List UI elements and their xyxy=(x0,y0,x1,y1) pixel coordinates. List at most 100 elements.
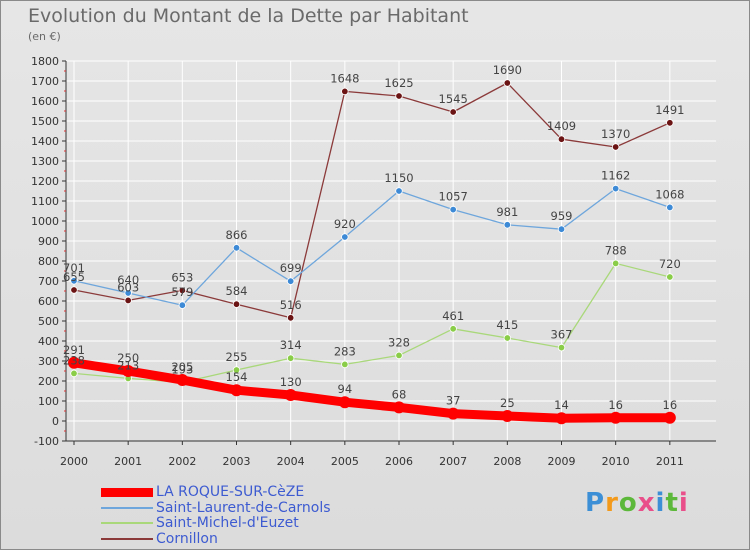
data-point xyxy=(666,273,674,281)
data-label: 37 xyxy=(446,394,461,408)
x-tick-label: 2007 xyxy=(439,455,467,468)
data-label: 655 xyxy=(63,270,85,284)
data-label: 193 xyxy=(171,362,193,376)
chart-title: Evolution du Montant de la Dette par Hab… xyxy=(28,5,469,27)
axes xyxy=(62,60,716,445)
data-point xyxy=(449,325,457,333)
y-tick-label: 200 xyxy=(38,375,59,388)
data-label: 1491 xyxy=(655,103,684,117)
data-label: 1625 xyxy=(384,76,413,90)
data-label: 1409 xyxy=(547,119,576,133)
data-label: 415 xyxy=(496,318,518,332)
legend-swatch xyxy=(101,506,153,509)
x-tick-label: 2009 xyxy=(548,455,576,468)
legend-label: LA ROQUE-SUR-CèZE xyxy=(156,484,305,500)
data-point xyxy=(503,79,512,87)
chart-subtitle: (en €) xyxy=(28,30,61,43)
data-label: 154 xyxy=(226,370,248,384)
data-point xyxy=(395,351,403,360)
data-point xyxy=(178,286,187,295)
data-point xyxy=(555,412,568,425)
data-label: 14 xyxy=(554,398,569,412)
y-tick-label: 1400 xyxy=(31,135,59,148)
y-tick-label: 1200 xyxy=(31,175,59,188)
data-point xyxy=(611,184,620,193)
series-line xyxy=(73,82,671,319)
y-tick-label: -100 xyxy=(34,435,59,448)
data-point xyxy=(122,365,135,377)
y-tick-labels: -100 0 100 200 300 400 500 600 700 800 900 1000 1100… xyxy=(31,55,59,448)
data-label: 1648 xyxy=(330,71,359,85)
y-tick-label: 0 xyxy=(52,415,59,428)
y-tick-label: 1100 xyxy=(31,195,59,208)
logo-letter: r xyxy=(605,488,619,518)
data-label: 238 xyxy=(63,353,85,367)
y-tick-label: 100 xyxy=(38,395,59,408)
y-tick-label: 1800 xyxy=(31,55,59,68)
y-tick-label: 900 xyxy=(38,235,59,248)
data-point xyxy=(557,343,566,352)
data-label: 920 xyxy=(334,217,356,231)
data-point xyxy=(341,233,349,241)
data-label: 16 xyxy=(608,398,623,412)
data-label: 699 xyxy=(280,261,302,275)
data-point xyxy=(611,259,620,268)
data-label: 603 xyxy=(117,280,139,294)
logo-letter: t xyxy=(665,488,679,518)
proxiti-logo: Proxiti xyxy=(585,488,689,518)
data-point xyxy=(338,396,351,409)
data-point xyxy=(447,407,460,420)
series-3 xyxy=(70,79,674,322)
data-point xyxy=(557,225,566,233)
data-point xyxy=(503,221,512,229)
y-tick-label: 1300 xyxy=(31,155,59,168)
data-label: 94 xyxy=(338,382,353,396)
data-point xyxy=(609,411,622,424)
data-label: 981 xyxy=(496,205,518,219)
data-label: 1370 xyxy=(601,127,630,141)
data-label: 461 xyxy=(442,309,464,323)
series-line xyxy=(69,358,675,423)
legend-label: Saint-Laurent-de-Carnols xyxy=(156,499,331,516)
data-point xyxy=(178,301,187,309)
data-label: 367 xyxy=(551,328,573,342)
data-point xyxy=(286,277,295,285)
data-label: 516 xyxy=(280,298,302,312)
data-label: 205 xyxy=(171,360,193,374)
data-label-layer: 291 250 205 154 130 94 68 37 25 14 16 16 701 640 579 86… xyxy=(63,63,684,412)
data-point xyxy=(68,356,80,369)
data-point xyxy=(230,384,243,397)
data-label: 291 xyxy=(63,343,85,357)
x-tick-label: 2010 xyxy=(602,455,630,468)
data-point xyxy=(284,389,297,401)
legend-swatch xyxy=(101,522,153,524)
x-tick-label: 2003 xyxy=(223,455,251,468)
logo-letter: P xyxy=(585,488,606,518)
data-point xyxy=(449,205,457,214)
legend-label: Saint-Michel-d'Euzet xyxy=(156,515,299,531)
data-point xyxy=(176,374,189,386)
x-tick-label: 2000 xyxy=(60,455,88,468)
data-point xyxy=(501,410,514,422)
data-label: 1162 xyxy=(601,169,630,183)
data-point xyxy=(341,360,349,369)
data-point xyxy=(666,119,674,127)
data-point xyxy=(232,244,241,252)
y-tick-label: 700 xyxy=(38,275,59,288)
data-point xyxy=(286,354,295,362)
data-point xyxy=(232,300,241,308)
data-label: 1150 xyxy=(384,171,413,185)
data-label: 283 xyxy=(334,344,356,358)
data-label: 788 xyxy=(605,243,627,257)
data-point xyxy=(666,203,674,212)
y-tick-label: 800 xyxy=(38,255,59,268)
series-1 xyxy=(70,184,674,309)
data-label: 213 xyxy=(117,358,139,372)
data-label: 866 xyxy=(226,228,248,242)
data-point xyxy=(449,108,457,116)
data-point xyxy=(663,411,676,424)
data-label: 640 xyxy=(117,273,139,287)
y-tick-label: 1600 xyxy=(31,95,59,108)
data-label: 1545 xyxy=(439,92,468,106)
